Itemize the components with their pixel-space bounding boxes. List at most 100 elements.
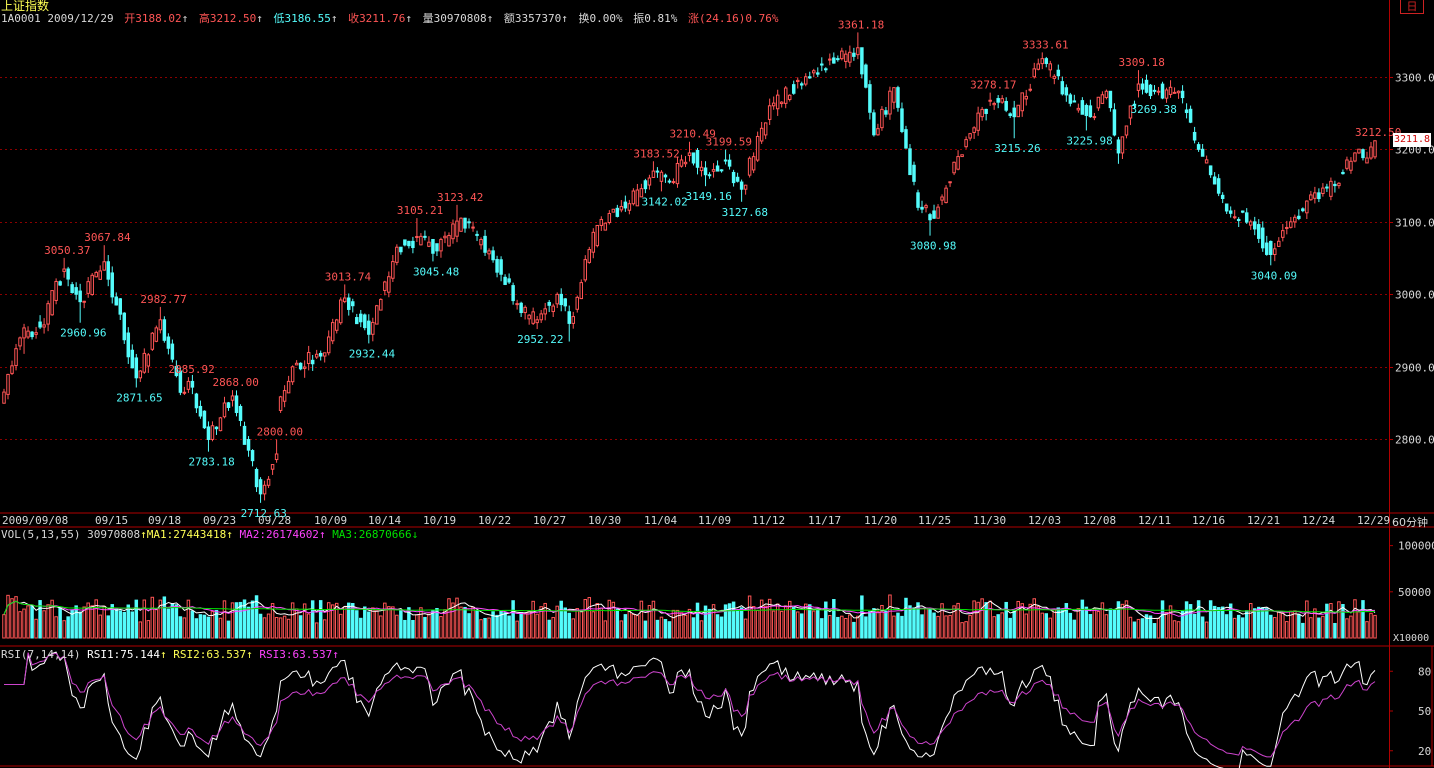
volume-bar-up <box>675 609 680 639</box>
volume-bar-up <box>427 613 431 639</box>
candle-up <box>1096 96 1101 109</box>
candle-down <box>695 149 700 168</box>
candle-up <box>583 259 588 281</box>
candle-up <box>671 181 676 184</box>
volume-bar-down <box>66 616 70 639</box>
volume-bar-up <box>619 620 624 639</box>
volume-bar-up <box>647 605 652 639</box>
volume-bar-up <box>1016 600 1020 639</box>
volume-bar-down <box>820 618 824 639</box>
candle-down <box>122 312 127 341</box>
candle-down <box>1236 218 1241 222</box>
candlestick-series[interactable] <box>2 32 1377 503</box>
volume-bar-up <box>455 597 459 639</box>
candle-down <box>1196 144 1201 150</box>
up-arrow-icon: ↑ <box>246 648 253 661</box>
rsi-lines <box>4 651 1376 768</box>
candle-up <box>54 280 58 301</box>
candle-up <box>936 206 940 219</box>
volume-bar-up <box>579 609 584 639</box>
candle-up <box>755 135 760 161</box>
volume-bar-up <box>848 614 852 639</box>
candle-up <box>439 238 443 252</box>
candle-up <box>451 223 455 240</box>
period-day-button[interactable]: 日 <box>1400 0 1424 14</box>
candle-up <box>22 327 26 339</box>
volume-bar-up <box>1052 609 1057 639</box>
candle-down <box>475 233 479 236</box>
volume-bar-down <box>1240 617 1245 639</box>
candle-up <box>306 352 311 365</box>
candle-down <box>130 349 135 369</box>
candle-up <box>1024 95 1028 100</box>
volume-bar-up <box>1365 621 1369 639</box>
price-tick-label: 3000.0 <box>1395 289 1434 302</box>
price-labels: 3050.37 2960.96 3067.84 2871.65 2982.77 2885.… <box>44 18 1401 519</box>
candle-up <box>334 319 339 331</box>
volume-bar-down <box>351 603 355 639</box>
volume-bar-down <box>198 614 203 639</box>
candle-down <box>800 83 804 86</box>
volume-bar-down <box>1116 601 1121 639</box>
rsi1-line <box>4 651 1376 768</box>
volume-bar-up <box>326 602 331 639</box>
low-price-label: 3225.98 <box>1066 134 1112 147</box>
candle-down <box>715 165 720 172</box>
volume-bar-down <box>194 618 199 639</box>
volume-bar-down <box>1108 608 1113 639</box>
candle-down <box>78 290 82 303</box>
volume-bar-up <box>687 608 692 639</box>
volume-bar-up <box>743 618 748 639</box>
candle-up <box>387 276 391 293</box>
volume-bar-up <box>1248 603 1253 639</box>
time-unit-label[interactable]: 60分钟 <box>1392 516 1428 529</box>
volume-bar-up <box>262 617 267 639</box>
volume-bar-up <box>1168 605 1173 639</box>
volume-bar-down <box>1184 601 1189 639</box>
volume-bar-up <box>218 617 223 639</box>
close-label: 收 <box>348 12 360 25</box>
volume-bar-up <box>747 595 752 639</box>
volume-bar-up <box>1309 617 1313 639</box>
volume-bar-up <box>892 615 896 639</box>
candle-down <box>190 380 195 388</box>
volume-bar-down <box>719 616 724 639</box>
last-price-tag: 3211.8 <box>1393 133 1431 147</box>
candle-down <box>519 302 523 314</box>
candle-down <box>499 259 503 275</box>
volume-bar-down <box>1212 605 1217 639</box>
candle-up <box>383 281 387 291</box>
volume-bar-up <box>278 617 283 639</box>
volume-bar-up <box>334 602 339 639</box>
up-arrow-icon: ↑ <box>486 12 494 25</box>
candle-up <box>150 332 155 350</box>
volume-bar-up <box>968 614 972 639</box>
candle-up <box>523 306 527 314</box>
candle-up <box>787 94 792 100</box>
volume-bars[interactable] <box>2 594 1377 639</box>
volume-bar-up <box>102 605 106 639</box>
candle-down <box>567 311 571 324</box>
candle-down <box>691 152 696 164</box>
candle-down <box>1261 227 1265 249</box>
low-price-label: 2871.65 <box>116 391 162 404</box>
high-price-label: 3105.21 <box>397 204 443 217</box>
candle-down <box>1132 103 1137 106</box>
volume-bar-down <box>206 616 211 639</box>
volume-bar-up <box>90 605 94 639</box>
volume-bar-up <box>158 599 163 639</box>
volume-bar-down <box>407 607 411 639</box>
candle-up <box>262 484 267 495</box>
candle-down <box>1244 212 1249 223</box>
volume-bar-up <box>1120 603 1125 639</box>
candle-down <box>623 201 628 209</box>
candle-down <box>134 357 139 379</box>
candle-down <box>58 281 62 286</box>
low-price-label: 3080.98 <box>910 240 956 253</box>
volume-bar-up <box>1204 621 1209 639</box>
candle-down <box>1084 104 1089 116</box>
candle-down <box>884 110 888 115</box>
turnover-label: 换 <box>578 12 590 25</box>
high-price-label: 2982.77 <box>140 293 186 306</box>
